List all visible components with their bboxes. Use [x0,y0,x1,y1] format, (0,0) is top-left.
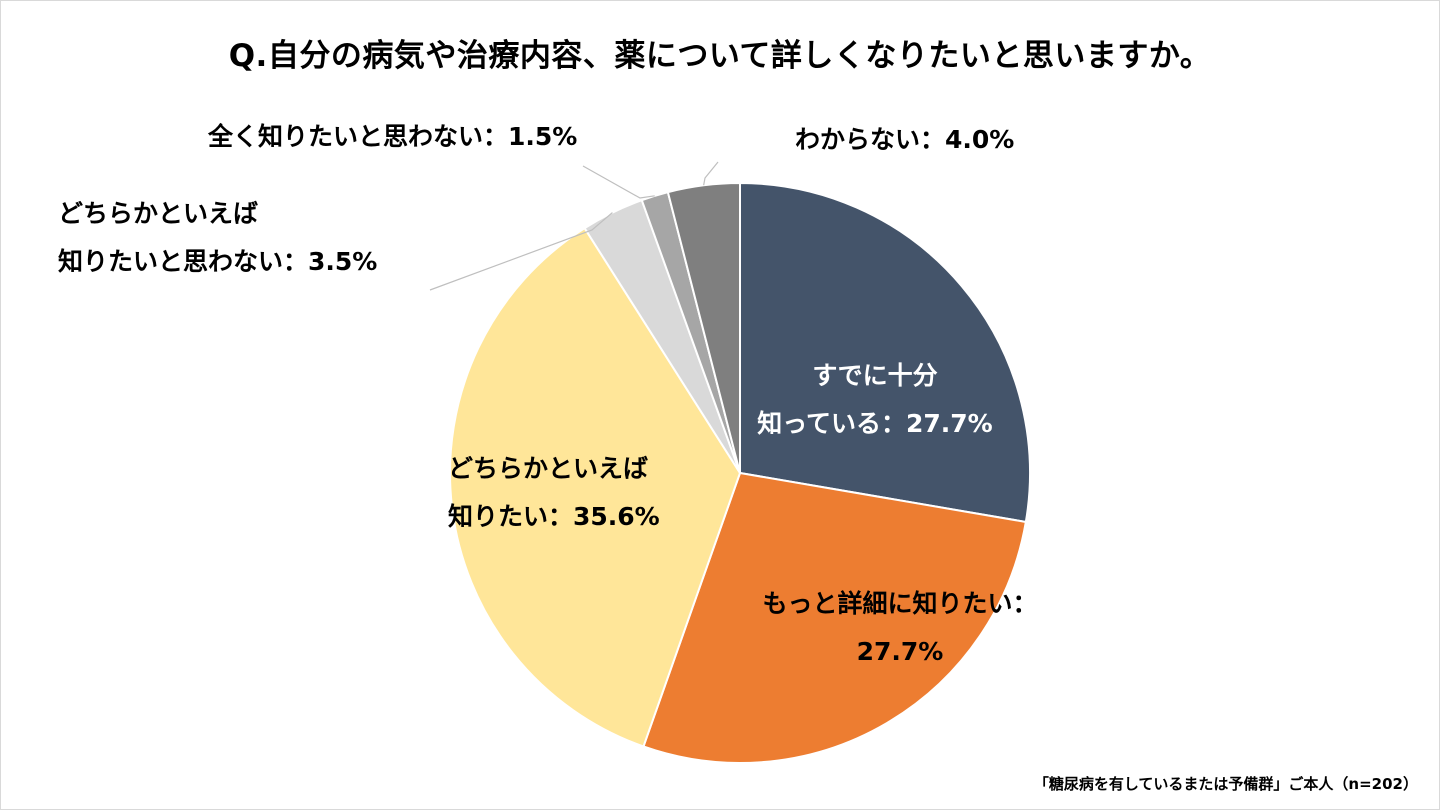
sample-note: 「糖尿病を有しているまたは予備群」ご本人（n=202） [1033,775,1418,793]
slice-label-0: すでに十分 知っている：27.7% [757,361,993,438]
leader-lines [429,161,719,291]
leader-line-4 [582,165,655,199]
slice-label-1: もっと詳細に知りたい： 27.7% [762,589,1038,666]
pie-slice-1 [642,471,1027,765]
slice-label-2: どちらかといえば 知りたい：35.6% [448,454,660,531]
leader-line-3 [429,212,613,291]
slice-label-3: どちらかといえば 知りたいと思わない：3.5% [58,199,378,276]
slice-label-5: わからない：4.0% [795,125,1015,154]
pie-slice-5 [666,181,741,474]
pie-slice-0 [739,181,1031,524]
leader-line-5 [703,161,719,186]
chart-title: Q.自分の病気や治療内容、薬について詳しくなりたいと思いますか。 [228,38,1212,74]
slice-label-4: 全く知りたいと思わない：1.5% [208,122,578,151]
pie-slices [449,181,1031,765]
pie-slice-2 [449,226,742,748]
